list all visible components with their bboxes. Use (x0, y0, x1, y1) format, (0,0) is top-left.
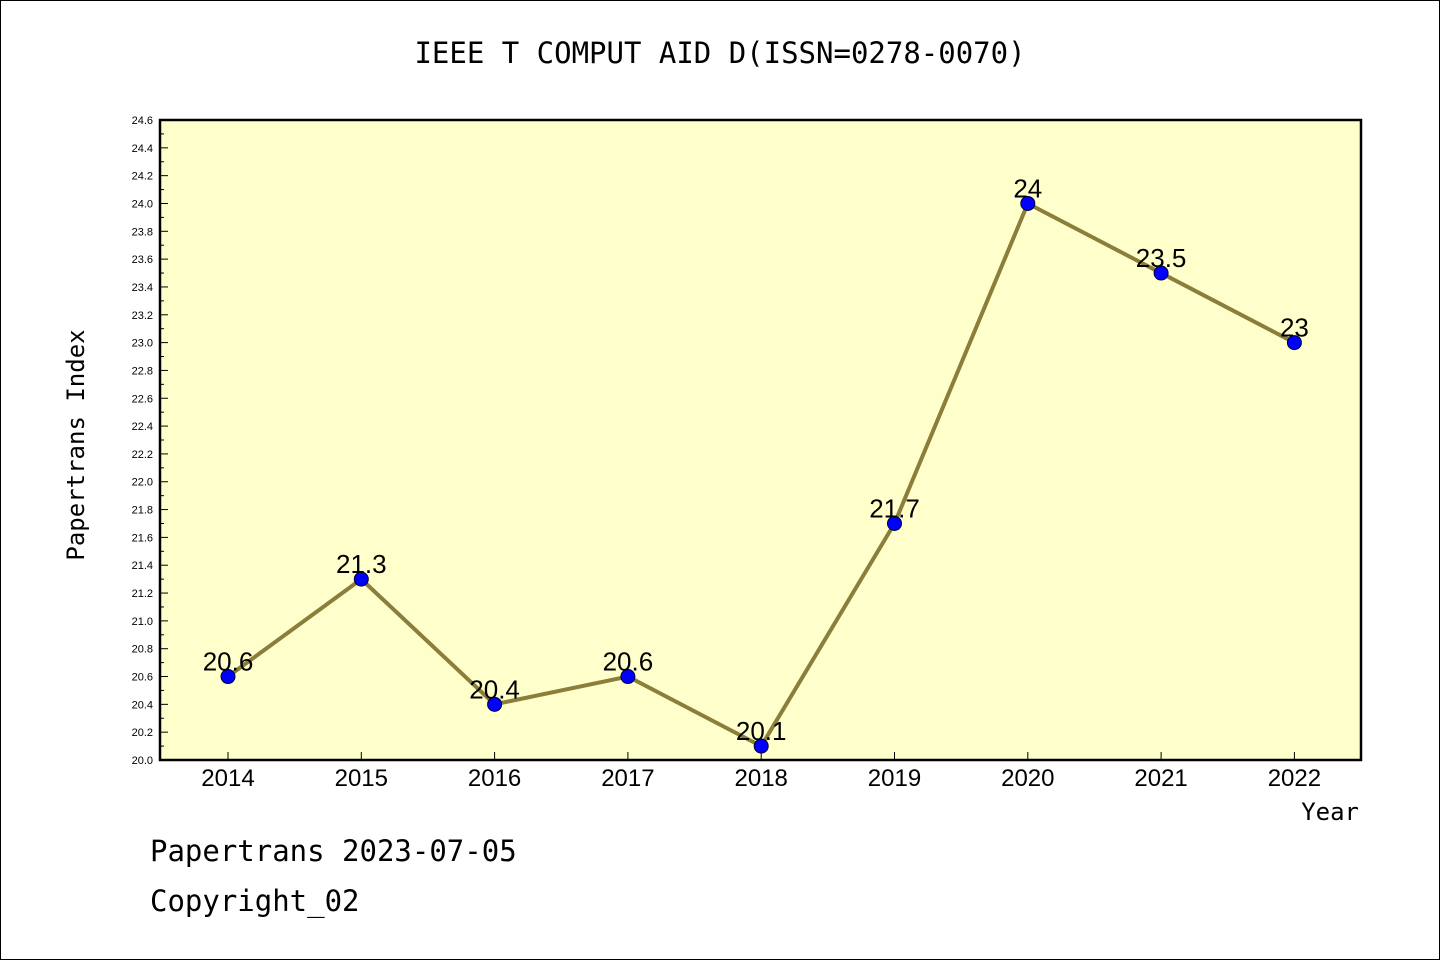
y-tick-label: 23.0 (132, 338, 153, 350)
x-tick-label: 2017 (601, 765, 654, 792)
data-point (487, 696, 503, 712)
y-tick-label: 20.0 (132, 755, 153, 767)
y-tick-label: 23.4 (132, 282, 153, 294)
y-axis-title: Papertrans Index (62, 329, 90, 560)
data-label: 21.7 (869, 493, 920, 523)
data-point (1153, 265, 1169, 281)
y-tick-label: 20.6 (132, 672, 153, 684)
x-axis-title: Year (1301, 798, 1359, 826)
data-label: 23.5 (1136, 243, 1187, 273)
y-tick-label: 20.2 (132, 727, 153, 739)
y-tick-label: 21.8 (132, 505, 153, 517)
y-axis-ticks: 20.0 20.2 20.4 20.6 20.8 21.0 21.2 21.4 21.6 21.8… (132, 115, 168, 767)
y-tick-label: 22.0 (132, 477, 153, 489)
y-tick-label: 21.2 (132, 588, 153, 600)
x-tick-label: 2015 (335, 765, 388, 792)
data-label: 20.4 (469, 674, 520, 704)
y-tick-label: 22.2 (132, 449, 153, 461)
data-label: 23 (1280, 313, 1309, 343)
data-label: 21.3 (336, 549, 387, 579)
x-tick-label: 2016 (468, 765, 521, 792)
data-label: 20.1 (736, 716, 787, 746)
x-tick-label: 2021 (1134, 765, 1187, 792)
y-tick-label: 22.8 (132, 365, 153, 377)
data-point (1286, 335, 1302, 351)
series-line-group (220, 195, 1302, 754)
data-label: 20.6 (603, 647, 654, 677)
y-tick-label: 21.4 (132, 560, 153, 572)
x-tick-label: 2022 (1268, 765, 1321, 792)
y-tick-label: 20.8 (132, 644, 153, 656)
footer-copyright: Copyright_02 (150, 884, 360, 918)
data-point (1020, 195, 1036, 211)
y-tick-label: 23.8 (132, 226, 153, 238)
y-tick-label: 24.0 (132, 198, 153, 210)
y-tick-label: 22.4 (132, 421, 153, 433)
x-tick-label: 2020 (1001, 765, 1054, 792)
data-point (887, 515, 902, 531)
data-point (353, 571, 369, 587)
y-tick-label: 23.2 (132, 310, 153, 322)
data-point (220, 669, 236, 685)
plot-border (158, 118, 1363, 762)
y-tick-label: 22.6 (132, 393, 153, 405)
footer-date: Papertrans 2023-07-05 (150, 834, 517, 868)
data-point (620, 669, 636, 685)
plot-area (160, 120, 1361, 760)
y-tick-label: 21.0 (132, 616, 153, 628)
y-tick-label: 21.6 (132, 532, 153, 544)
data-point (753, 738, 769, 754)
x-tick-label: 2014 (201, 765, 254, 792)
x-tick-label: 2018 (735, 765, 788, 792)
data-label: 24 (1013, 173, 1042, 203)
y-tick-label: 20.4 (132, 699, 153, 711)
y-tick-label: 23.6 (132, 254, 153, 266)
data-labels-group: 20.6 21.3 20.4 20.6 20.1 21.7 24 23.5 23 (203, 173, 1309, 746)
y-tick-label: 24.2 (132, 171, 153, 183)
x-tick-label: 2019 (868, 765, 921, 792)
data-label: 20.6 (203, 647, 254, 677)
y-tick-label: 24.6 (132, 115, 153, 127)
chart-title: IEEE T COMPUT AID D(ISSN=0278-0070) (414, 36, 1026, 70)
y-tick-label: 24.4 (132, 143, 153, 155)
x-axis-ticks: 2014 2015 2016 2017 2018 2019 2020 2021 2022 (201, 752, 1321, 792)
